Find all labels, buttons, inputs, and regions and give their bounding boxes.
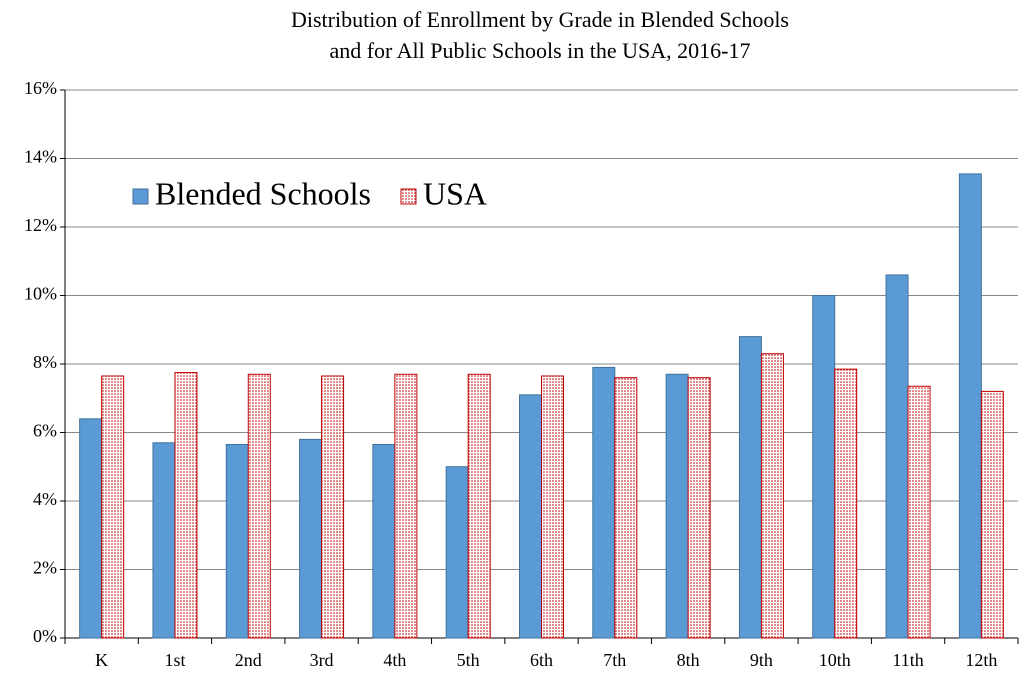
bar (321, 375, 345, 639)
y-tick-label: 12% (24, 215, 57, 235)
bar (812, 295, 836, 639)
x-tick-label: 8th (677, 650, 700, 670)
bar (907, 385, 931, 639)
y-tick-label: 10% (24, 284, 57, 304)
bar (519, 394, 542, 639)
bar (687, 377, 711, 639)
bar (394, 373, 418, 639)
bar (541, 375, 564, 639)
chart-title: Distribution of Enrollment by Grade in B… (291, 7, 789, 32)
bar (247, 373, 271, 639)
bar (299, 438, 323, 639)
y-tick-label: 0% (33, 626, 57, 646)
x-tick-label: 11th (892, 650, 923, 670)
legend-label: Blended Schools (155, 175, 371, 211)
legend-label: USA (423, 175, 487, 211)
x-tick-label: 4th (383, 650, 406, 670)
legend-swatch (132, 188, 149, 205)
bar (467, 373, 491, 639)
bar (958, 173, 982, 639)
bar (79, 418, 103, 639)
x-tick-label: 6th (530, 650, 553, 670)
x-tick-label: 2nd (235, 650, 262, 670)
y-tick-label: 6% (33, 421, 57, 441)
bar (225, 443, 249, 639)
bar (980, 390, 1004, 639)
y-tick-label: 8% (33, 352, 57, 372)
bar (174, 372, 198, 639)
y-tick-label: 2% (33, 558, 57, 578)
y-tick-label: 4% (33, 489, 57, 509)
bar (592, 366, 616, 639)
bar (834, 368, 858, 639)
x-tick-label: 5th (457, 650, 480, 670)
x-tick-label: 3rd (310, 650, 334, 670)
bar (445, 466, 469, 639)
x-tick-label: 12th (965, 650, 997, 670)
x-tick-label: 1st (164, 650, 185, 670)
bar (372, 443, 396, 639)
x-tick-label: 10th (819, 650, 851, 670)
x-tick-label: K (95, 650, 108, 670)
bar (665, 373, 689, 639)
bar (101, 375, 125, 639)
chart-title: and for All Public Schools in the USA, 2… (329, 38, 750, 63)
bar (885, 274, 909, 639)
legend-swatch (400, 188, 417, 205)
bar (738, 336, 762, 639)
bar (614, 377, 638, 639)
bar (152, 442, 176, 639)
x-tick-label: 7th (603, 650, 626, 670)
y-tick-label: 14% (24, 147, 57, 167)
x-tick-label: 9th (750, 650, 773, 670)
y-tick-label: 16% (24, 78, 57, 98)
bar (760, 353, 784, 639)
